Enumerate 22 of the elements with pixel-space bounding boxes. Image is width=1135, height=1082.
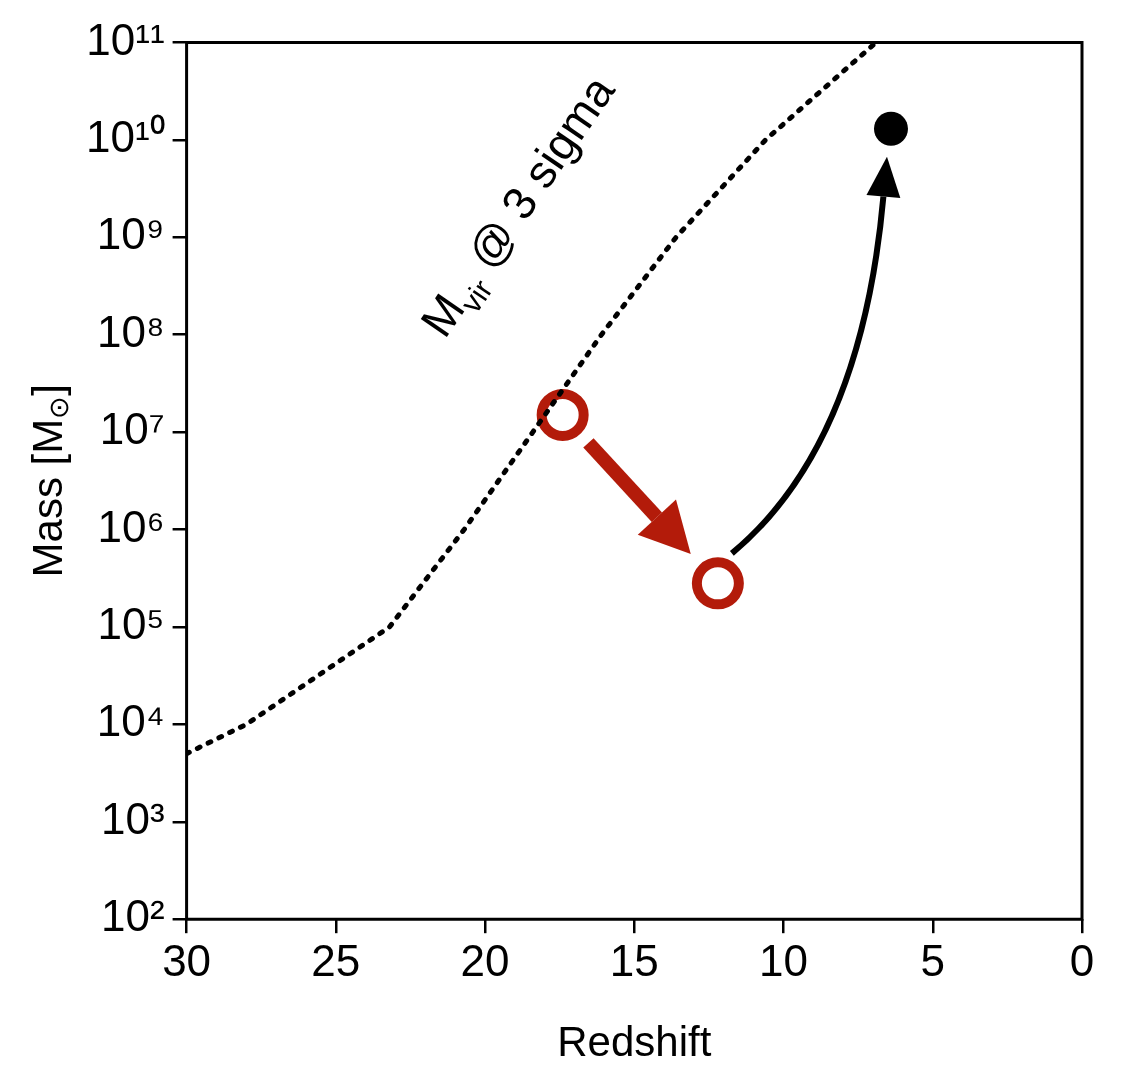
point (691, 557, 744, 610)
y-tick-label: 10⁹ (96, 209, 165, 259)
y-tick-label: 10² (101, 891, 165, 941)
x-tick-label: 0 (1069, 935, 1095, 985)
x-tick-label: 10 (759, 935, 809, 985)
y-tick-label: 10¹¹ (86, 14, 165, 64)
y-axis-title: Mass [M⊙] (23, 384, 75, 578)
x-tick-label: 30 (162, 935, 212, 985)
y-tick-label: 10⁷ (99, 404, 165, 454)
x-tick-label: 5 (920, 935, 946, 985)
y-tick-label: 10³ (101, 793, 165, 843)
y-tick-label: 10⁸ (97, 306, 165, 356)
y-tick-label: 10¹⁰ (86, 111, 165, 161)
point (873, 111, 908, 146)
y-tick-label: 10⁵ (97, 599, 165, 649)
x-axis-title: Redshift (557, 1017, 712, 1065)
y-tick-label: 10⁶ (97, 501, 165, 551)
x-tick-label: 20 (460, 935, 510, 985)
x-tick-label: 15 (609, 935, 659, 985)
x-tick-label: 25 (311, 935, 361, 985)
y-tick-label: 10⁴ (96, 696, 165, 746)
point (536, 388, 589, 441)
